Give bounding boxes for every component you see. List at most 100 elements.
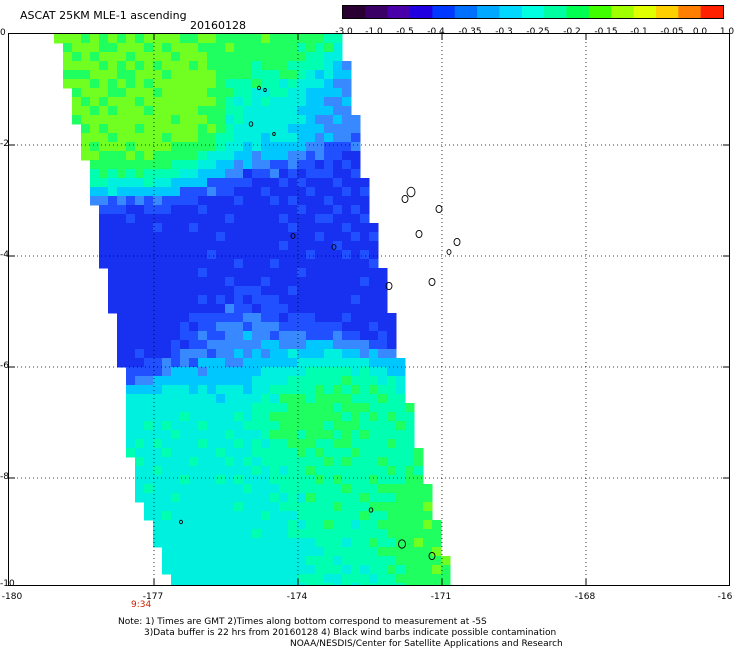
x-axis-label: -168 xyxy=(574,592,596,602)
swath-cell xyxy=(324,106,334,116)
swath-cell xyxy=(162,223,172,233)
swath-cell xyxy=(81,79,91,89)
swath-cell xyxy=(126,358,136,368)
swath-cell xyxy=(342,79,352,89)
swath-cell xyxy=(288,385,298,395)
swath-cell xyxy=(342,331,352,341)
swath-cell xyxy=(369,547,379,557)
swath-cell xyxy=(306,169,316,179)
swath-cell xyxy=(360,502,370,512)
swath-cell xyxy=(315,385,325,395)
grid-lines xyxy=(9,34,729,585)
swath-cell xyxy=(90,52,100,62)
swath-cell xyxy=(252,493,262,503)
swath-cell xyxy=(108,151,118,161)
swath-cell xyxy=(144,151,154,161)
swath-cell xyxy=(306,502,316,512)
swath-cell xyxy=(342,133,352,143)
swath-cell xyxy=(207,52,217,62)
swath-cell xyxy=(252,169,262,179)
swath-cell xyxy=(180,313,190,323)
swath-cell xyxy=(207,70,217,80)
swath-cell xyxy=(423,529,433,539)
swath-cell xyxy=(162,466,172,476)
swath-cell xyxy=(351,574,361,584)
swath-cell xyxy=(198,250,208,260)
swath-cell xyxy=(342,70,352,80)
swath-cell xyxy=(198,385,208,395)
swath-cell xyxy=(261,403,271,413)
swath-cell xyxy=(306,250,316,260)
swath-cell xyxy=(225,259,235,269)
swath-cell xyxy=(135,430,145,440)
swath-cell xyxy=(216,565,226,575)
swath-cell xyxy=(198,196,208,206)
swath-cell xyxy=(180,34,190,44)
swath-cell xyxy=(180,259,190,269)
swath-cell xyxy=(351,394,361,404)
swath-cell xyxy=(324,43,334,53)
swath-cell xyxy=(252,259,262,269)
swath-cell xyxy=(342,502,352,512)
swath-cell xyxy=(99,133,109,143)
swath-cell xyxy=(216,250,226,260)
swath-cell xyxy=(387,412,397,422)
swath-cell xyxy=(108,88,118,98)
swath-cell xyxy=(171,394,181,404)
swath-cell xyxy=(279,106,289,116)
image-title: ASCAT 25KM MLE-1 ascending xyxy=(20,9,187,22)
swath-cell xyxy=(153,250,163,260)
swath-cell xyxy=(225,556,235,566)
swath-cell xyxy=(297,457,307,467)
swath-cell xyxy=(207,565,217,575)
swath-cell xyxy=(180,115,190,125)
swath-cell xyxy=(171,367,181,377)
swath-cell xyxy=(63,70,73,80)
swath-cell xyxy=(261,556,271,566)
swath-cell xyxy=(288,205,298,215)
swath-cell xyxy=(225,268,235,278)
swath-cell xyxy=(360,295,370,305)
swath-cell xyxy=(234,538,244,548)
color-scale-label: -0.1 xyxy=(630,27,648,37)
swath-cell xyxy=(324,448,334,458)
swath-cell xyxy=(117,88,127,98)
swath-cell xyxy=(99,124,109,134)
swath-cell xyxy=(261,430,271,440)
swath-cell xyxy=(315,178,325,188)
swath-cell xyxy=(180,304,190,314)
swath-cell xyxy=(180,250,190,260)
swath-cell xyxy=(306,412,316,422)
swath-cell xyxy=(135,385,145,395)
swath-cell xyxy=(360,493,370,503)
swath-cell xyxy=(288,331,298,341)
swath-cell xyxy=(153,133,163,143)
swath-cell xyxy=(288,160,298,170)
swath-cell xyxy=(126,115,136,125)
swath-cell xyxy=(369,277,379,287)
swath-cell xyxy=(387,511,397,521)
swath-cell xyxy=(243,457,253,467)
swath-cell xyxy=(288,124,298,134)
swath-cell xyxy=(360,223,370,233)
swath-cell xyxy=(324,124,334,134)
swath-cell xyxy=(252,34,262,44)
swath-cell xyxy=(252,277,262,287)
swath-cell xyxy=(270,160,280,170)
swath-cell xyxy=(342,376,352,386)
swath-cell xyxy=(288,358,298,368)
swath-cell xyxy=(153,88,163,98)
swath-cell xyxy=(162,178,172,188)
x-axis-label: -174 xyxy=(286,592,308,602)
swath-cell xyxy=(216,556,226,566)
swath-cell xyxy=(144,367,154,377)
swath-cell xyxy=(144,169,154,179)
swath-cell xyxy=(225,187,235,197)
swath-cell xyxy=(270,367,280,377)
swath-cell xyxy=(252,322,262,332)
swath-cell xyxy=(351,412,361,422)
swath-cell xyxy=(126,223,136,233)
swath-cell xyxy=(180,475,190,485)
color-scale-label: -0.3 xyxy=(495,27,513,37)
swath-cell xyxy=(153,52,163,62)
